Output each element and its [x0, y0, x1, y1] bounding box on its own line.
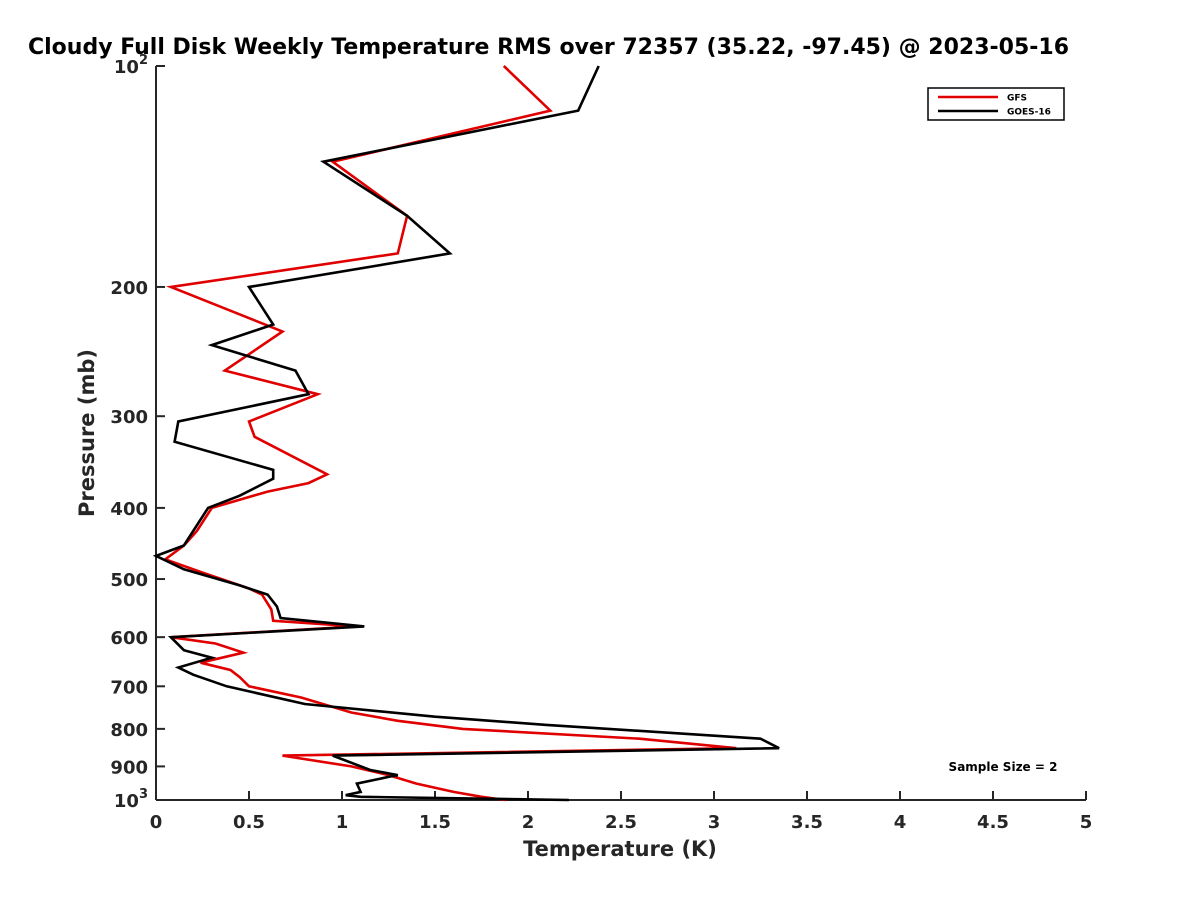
y-tick-label: 900: [110, 757, 148, 778]
x-axis-label: Temperature (K): [523, 837, 717, 861]
y-tick-label-base: 10: [114, 57, 139, 78]
x-tick-label: 3: [708, 812, 721, 833]
y-tick-label-exponent: 3: [139, 787, 148, 802]
y-tick-label-base: 10: [114, 791, 139, 812]
y-tick-label-exponent: 2: [139, 53, 148, 68]
y-tick-label: 600: [110, 628, 148, 649]
y-tick-label: 400: [110, 499, 148, 520]
legend: GFS GOES-16: [927, 87, 1065, 121]
y-tick-label: 700: [110, 677, 148, 698]
y-axis-label: Pressure (mb): [75, 349, 99, 517]
series-line-gfs: [162, 65, 737, 802]
y-tick-label: 103: [114, 787, 148, 812]
y-tick-label: 800: [110, 720, 148, 741]
y-tick-label: 102: [114, 53, 148, 78]
legend-label: GOES-16: [1007, 108, 1051, 118]
x-tick-label: 2.5: [605, 812, 637, 833]
x-tick-label: 3.5: [791, 812, 823, 833]
x-tick-label: 4: [894, 812, 907, 833]
x-tick-label: 0: [150, 812, 163, 833]
x-tick-label: 4.5: [977, 812, 1009, 833]
legend-label: GFS: [1007, 94, 1027, 104]
x-tick-label: 5: [1080, 812, 1093, 833]
x-tick-label: 2: [522, 812, 535, 833]
chart-title: Cloudy Full Disk Weekly Temperature RMS …: [28, 35, 1069, 60]
y-tick-label: 300: [110, 407, 148, 428]
y-tick-label: 500: [110, 570, 148, 591]
sample-size-annotation: Sample Size = 2: [949, 760, 1058, 774]
y-tick-label: 200: [110, 278, 148, 299]
legend-box: [927, 87, 1065, 121]
x-tick-label: 1: [336, 812, 349, 833]
series-lines: [152, 65, 780, 802]
x-tick-label: 1.5: [419, 812, 451, 833]
series-line-goes-16: [152, 65, 780, 802]
x-tick-label: 0.5: [233, 812, 265, 833]
axes: 0 0.5 1 1.5 2 2.5 3 3.5 4 4.5 51022003004005006007…: [110, 53, 1092, 833]
